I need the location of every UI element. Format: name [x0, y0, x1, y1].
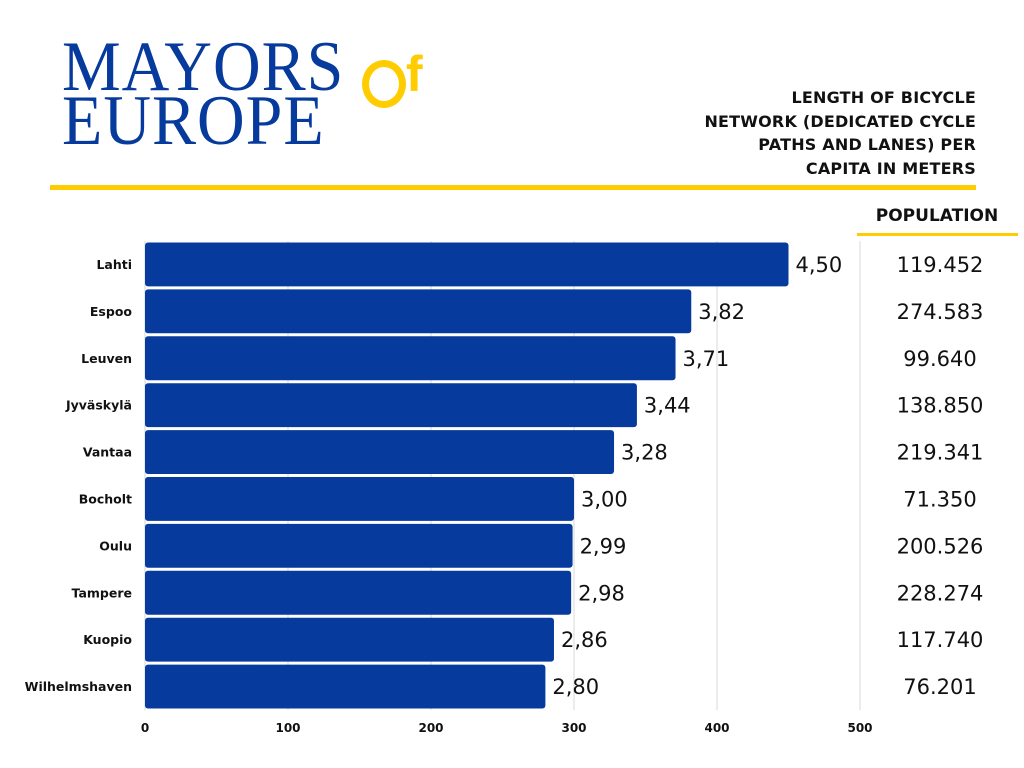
population-header: POPULATION [875, 206, 999, 226]
bar [145, 477, 574, 521]
category-label: Leuven [81, 351, 132, 366]
bar [145, 430, 615, 474]
population-column: 119.452 274.583 99.640 138.850 219.341 71.350… [897, 253, 984, 699]
value-label: 2,80 [552, 675, 599, 699]
category-labels: Lahti Espoo Leuven Jyväskylä Vantaa Bocholt Ou… [25, 257, 133, 694]
category-label: Espoo [90, 304, 133, 319]
x-tick-label: 400 [704, 721, 729, 735]
population-value: 200.526 [897, 534, 984, 558]
population-value: 119.452 [897, 253, 984, 277]
population-value: 76.201 [903, 675, 976, 699]
category-label: Wilhelmshaven [25, 679, 132, 694]
bar [145, 289, 692, 334]
logo-line-mayors: MAYORS [62, 27, 345, 107]
value-label: 3,00 [581, 487, 628, 511]
value-label: 3,71 [683, 347, 730, 371]
value-label: 3,82 [698, 300, 745, 324]
bar [145, 570, 572, 615]
bar [145, 242, 789, 287]
chart-title-line: LENGTH OF BICYCLE [791, 88, 976, 107]
population-value: 228.274 [897, 581, 984, 605]
x-tick-label: 100 [275, 721, 300, 735]
x-tick-label: 200 [418, 721, 443, 735]
population-value: 138.850 [897, 394, 984, 418]
value-label: 2,86 [561, 628, 608, 652]
x-tick-label: 0 [141, 721, 149, 735]
bar [145, 617, 554, 662]
category-label: Tampere [72, 585, 132, 600]
population-value: 71.350 [903, 487, 976, 511]
value-label: 2,98 [578, 581, 625, 605]
value-label: 3,44 [644, 394, 691, 418]
category-label: Jyväskylä [65, 398, 132, 413]
value-label: 2,99 [580, 534, 627, 558]
chart-title: LENGTH OF BICYCLE NETWORK (DEDICATED CYC… [656, 86, 976, 180]
chart-title-line: PATHS AND LANES) PER [758, 135, 976, 154]
value-label: 4,50 [796, 253, 843, 277]
logo-of-o-ring-icon [362, 60, 406, 108]
population-value: 99.640 [903, 347, 976, 371]
population-header-underline [857, 233, 1018, 236]
x-axis-ticks: 0 100 200 300 400 500 [141, 721, 873, 735]
category-label: Bocholt [79, 491, 132, 506]
population-value: 117.740 [897, 628, 984, 652]
chart-title-line: CAPITA IN METERS [805, 158, 976, 178]
bars [145, 242, 789, 709]
category-label: Lahti [96, 257, 132, 272]
category-label: Oulu [99, 538, 132, 553]
category-label: Vantaa [83, 445, 132, 460]
x-tick-label: 500 [847, 721, 872, 735]
bar [145, 664, 546, 709]
category-label: Kuopio [83, 632, 132, 647]
logo-line-europe: EUROPE [62, 81, 325, 161]
population-value: 274.583 [897, 300, 984, 324]
value-labels: 4,50 3,82 3,71 3,44 3,28 3,00 2,99 2,98 2,86 2,80 [552, 253, 842, 699]
bar [145, 383, 637, 428]
bar [145, 523, 573, 568]
x-tick-label: 300 [561, 721, 586, 735]
value-label: 3,28 [621, 441, 668, 465]
chart-title-line: NETWORK (DEDICATED CYCLE [704, 111, 976, 131]
bar [145, 336, 676, 381]
header-divider [50, 185, 976, 190]
mayors-of-europe-logo: MAYORS EUROPE f [62, 27, 442, 161]
logo-of-f: f [406, 46, 423, 102]
population-value: 219.341 [897, 441, 984, 465]
